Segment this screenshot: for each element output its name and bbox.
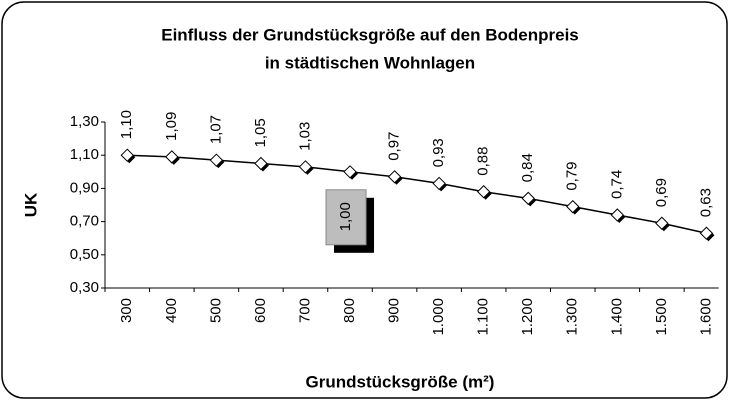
- line: [127, 154, 707, 234]
- x-tick-label: 1.500: [653, 298, 670, 336]
- data-label: 0,69: [653, 178, 670, 207]
- data-label: 1,09: [163, 112, 180, 141]
- x-tick-label: 1.100: [475, 298, 492, 336]
- data-label: 1,10: [118, 110, 135, 139]
- y-tick-label: 1,10: [70, 146, 99, 163]
- data-label: 0,74: [608, 170, 625, 199]
- x-tick-label: 900: [386, 298, 403, 323]
- x-tick-label: 300: [118, 298, 135, 323]
- label-box: [325, 189, 367, 246]
- marker: [165, 150, 179, 164]
- x-tick-label: 1.000: [430, 298, 447, 336]
- data-label: 1,03: [296, 122, 313, 151]
- data-label: 1,00: [337, 202, 354, 231]
- x-axis-label: Grundstücksgröße (m²): [306, 372, 495, 391]
- marker: [298, 160, 313, 174]
- marker: [387, 170, 402, 184]
- chart-title: Einfluss der Grundstücksgröße auf den Bo…: [161, 25, 579, 44]
- y-tick-label: 0,90: [70, 179, 99, 196]
- x-tick-label: 1.400: [608, 298, 625, 336]
- x-tick-label: 600: [252, 298, 269, 323]
- marker: [120, 148, 134, 162]
- y-tick-label: 0,30: [70, 279, 99, 296]
- chart-title: in städtischen Wohnlagen: [265, 53, 475, 72]
- marker: [521, 191, 535, 206]
- x-tick-label: 1.300: [564, 298, 581, 336]
- data-label: 0,79: [564, 161, 581, 190]
- marker: [610, 208, 625, 222]
- data-label: 0,88: [475, 147, 492, 176]
- y-tick-label: 0,50: [70, 246, 99, 263]
- data-label: 1,07: [207, 115, 224, 144]
- y-tick-label: 0,70: [70, 213, 99, 230]
- x-tick-label: 500: [207, 298, 224, 323]
- x-tick-label: 800: [341, 298, 358, 323]
- data-label: 0,93: [430, 138, 447, 167]
- data-label: 0,84: [519, 153, 536, 182]
- marker: [476, 185, 491, 199]
- data-label: 0,63: [697, 188, 714, 217]
- data-label: 0,97: [386, 132, 403, 161]
- y-axis-label: UK: [21, 192, 40, 217]
- x-tick-label: 400: [163, 298, 180, 323]
- marker: [566, 199, 580, 214]
- marker: [432, 176, 446, 191]
- y-tick-label: 1,30: [70, 113, 99, 130]
- marker: [254, 156, 268, 171]
- data-label: 1,05: [252, 118, 269, 147]
- x-tick-label: 1.200: [519, 298, 536, 336]
- marker: [699, 226, 714, 240]
- marker: [209, 153, 224, 167]
- x-tick-label: 700: [296, 298, 313, 323]
- marker: [343, 165, 357, 179]
- x-tick-label: 1.600: [697, 298, 714, 336]
- marker: [655, 216, 669, 230]
